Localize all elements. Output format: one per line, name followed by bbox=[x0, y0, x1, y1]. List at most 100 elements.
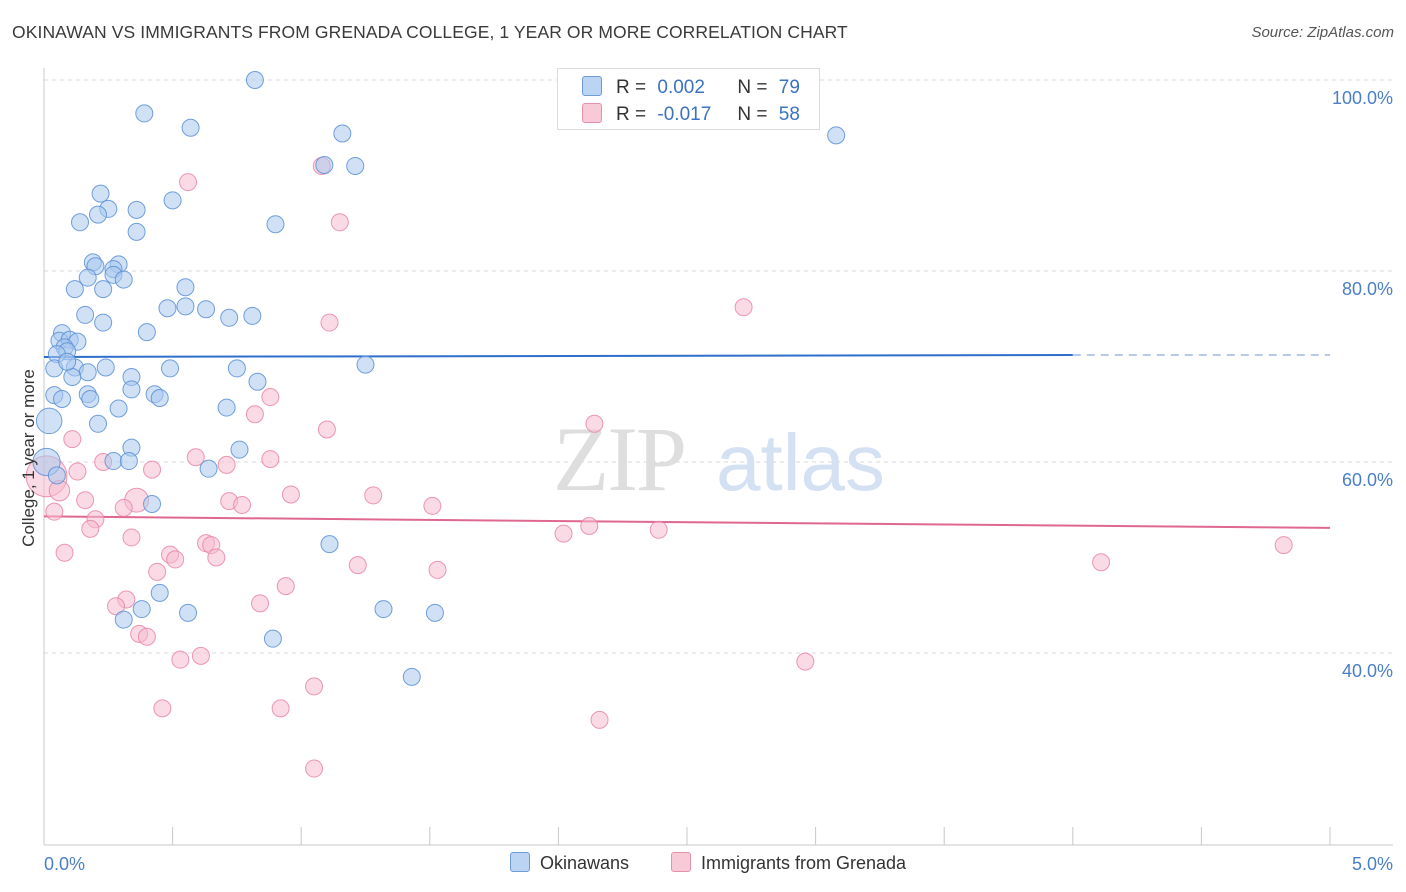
x-tick-label-left: 0.0% bbox=[44, 854, 85, 874]
point-okinawans bbox=[143, 495, 162, 514]
point-grenada bbox=[261, 450, 280, 469]
r-label: R = bbox=[616, 104, 647, 125]
point-okinawans bbox=[35, 407, 63, 435]
point-okinawans bbox=[81, 389, 100, 408]
point-grenada bbox=[330, 213, 349, 232]
point-grenada bbox=[143, 460, 162, 479]
point-grenada bbox=[320, 313, 339, 332]
point-okinawans bbox=[346, 156, 365, 175]
point-okinawans bbox=[104, 452, 123, 471]
chart-title: OKINAWAN VS IMMIGRANTS FROM GRENADA COLL… bbox=[12, 22, 848, 42]
point-grenada bbox=[649, 520, 668, 539]
point-grenada bbox=[81, 519, 100, 538]
point-grenada bbox=[179, 173, 198, 192]
point-grenada bbox=[114, 498, 133, 517]
point-okinawans bbox=[89, 205, 108, 224]
point-okinawans bbox=[199, 459, 218, 478]
y-tick-labels: 100.0% 80.0% 60.0% 40.0% bbox=[1332, 88, 1393, 681]
point-grenada bbox=[148, 562, 167, 581]
n-value-okinawans: 79 bbox=[778, 77, 800, 98]
point-grenada bbox=[68, 462, 87, 481]
legend-row-grenada: R = -0.017 N = 58 bbox=[582, 103, 800, 127]
point-okinawans bbox=[374, 600, 393, 619]
n-label: N = bbox=[737, 104, 768, 125]
point-okinawans bbox=[402, 667, 421, 686]
point-okinawans bbox=[150, 389, 169, 408]
y-tick-label-60: 60.0% bbox=[1342, 470, 1393, 490]
point-grenada bbox=[276, 577, 295, 596]
n-value-grenada: 58 bbox=[778, 104, 800, 125]
stats-legend: R = 0.002 N = 79 R = -0.017 N = 58 bbox=[557, 68, 820, 130]
point-okinawans bbox=[114, 270, 133, 289]
point-okinawans bbox=[179, 603, 198, 622]
point-okinawans bbox=[78, 268, 97, 287]
point-okinawans bbox=[266, 215, 285, 234]
bottom-legend-okinawans: Okinawans bbox=[510, 852, 629, 874]
point-okinawans bbox=[425, 603, 444, 622]
trend-grenada bbox=[43, 515, 1331, 529]
point-grenada bbox=[63, 430, 82, 449]
bottom-legend-label-okinawans: Okinawans bbox=[540, 853, 630, 873]
point-okinawans bbox=[243, 306, 262, 325]
trend-line-okinawans bbox=[43, 354, 1073, 358]
point-okinawans bbox=[227, 359, 246, 378]
legend-swatch-blue bbox=[582, 76, 602, 96]
watermark-atlas: atlas bbox=[716, 418, 885, 507]
point-grenada bbox=[122, 528, 141, 547]
point-okinawans bbox=[163, 191, 182, 210]
point-grenada bbox=[734, 298, 753, 317]
point-grenada bbox=[55, 543, 74, 562]
n-label: N = bbox=[737, 77, 768, 98]
point-okinawans bbox=[315, 155, 334, 174]
point-grenada bbox=[233, 495, 252, 514]
point-okinawans bbox=[135, 104, 154, 123]
point-grenada bbox=[171, 650, 190, 669]
point-okinawans bbox=[230, 440, 249, 459]
point-okinawans bbox=[96, 358, 115, 377]
point-grenada bbox=[348, 556, 367, 575]
bottom-legend-label-grenada: Immigrants from Grenada bbox=[701, 853, 907, 873]
point-okinawans bbox=[161, 359, 180, 378]
point-grenada bbox=[585, 414, 604, 433]
point-grenada bbox=[796, 652, 815, 671]
point-okinawans bbox=[176, 297, 195, 316]
point-okinawans bbox=[333, 124, 352, 143]
point-grenada bbox=[305, 677, 324, 696]
watermark: ZIP atlas bbox=[553, 408, 885, 510]
watermark-zip: ZIP bbox=[553, 408, 685, 510]
point-grenada bbox=[281, 485, 300, 504]
points-okinawans bbox=[32, 71, 846, 686]
bottom-legend-swatch-blue bbox=[510, 852, 530, 872]
point-okinawans bbox=[320, 535, 339, 554]
point-grenada bbox=[423, 496, 442, 515]
point-okinawans bbox=[53, 389, 72, 408]
point-okinawans bbox=[197, 300, 216, 319]
point-okinawans bbox=[181, 118, 200, 137]
r-value-grenada: -0.017 bbox=[657, 104, 712, 125]
point-okinawans bbox=[119, 452, 138, 471]
point-grenada bbox=[107, 597, 126, 616]
point-okinawans bbox=[91, 184, 110, 203]
point-grenada bbox=[191, 646, 210, 665]
y-tick-label-80: 80.0% bbox=[1342, 279, 1393, 299]
point-grenada bbox=[554, 524, 573, 543]
r-value-okinawans: 0.002 bbox=[657, 77, 705, 98]
point-grenada bbox=[317, 420, 336, 439]
point-okinawans bbox=[248, 372, 267, 391]
point-grenada bbox=[207, 548, 226, 567]
point-okinawans bbox=[217, 398, 236, 417]
point-okinawans bbox=[58, 352, 77, 371]
source-credit: Source: ZipAtlas.com bbox=[1251, 24, 1394, 41]
point-okinawans bbox=[47, 466, 66, 485]
point-okinawans bbox=[137, 323, 156, 342]
point-grenada bbox=[245, 405, 264, 424]
bottom-legend-grenada: Immigrants from Grenada bbox=[671, 852, 906, 874]
point-grenada bbox=[1092, 553, 1111, 572]
point-okinawans bbox=[263, 629, 282, 648]
r-label: R = bbox=[616, 77, 647, 98]
point-okinawans bbox=[94, 280, 113, 299]
point-grenada bbox=[1274, 536, 1293, 555]
point-grenada bbox=[153, 699, 172, 718]
legend-row-okinawans: R = 0.002 N = 79 bbox=[582, 76, 800, 100]
